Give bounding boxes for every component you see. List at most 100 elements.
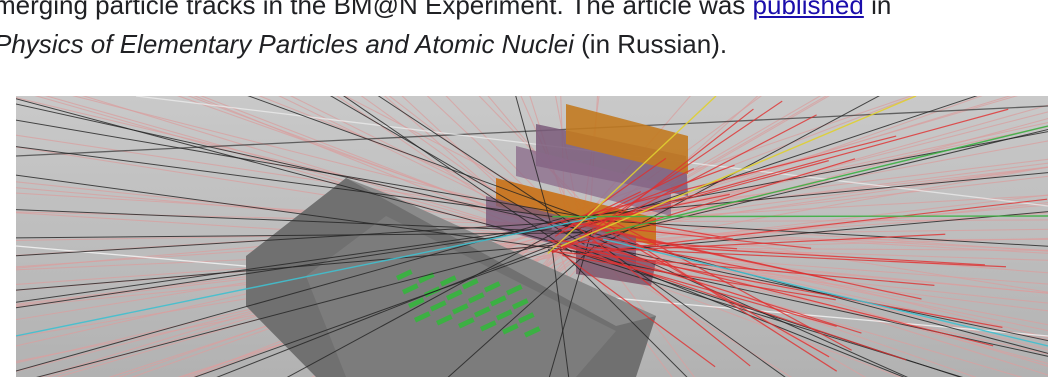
article-text-suffix: in	[863, 0, 892, 20]
particle-track	[587, 168, 695, 222]
silicon-module	[511, 298, 529, 310]
particle-track	[552, 131, 1048, 224]
particle-track	[447, 246, 595, 377]
particle-track	[589, 198, 1048, 253]
particle-track	[330, 96, 585, 245]
detector-station-orange-2	[496, 178, 656, 246]
particle-track	[552, 215, 1048, 218]
particle-track	[547, 96, 717, 254]
particle-track	[16, 228, 552, 309]
silicon-module	[417, 272, 435, 284]
particle-track	[585, 218, 830, 358]
silicon-module	[414, 311, 431, 323]
particle-track	[551, 114, 817, 254]
particle-track	[16, 134, 556, 217]
particle-track	[286, 222, 573, 377]
detector-station-orange-1	[566, 104, 688, 174]
particle-track	[580, 252, 837, 327]
particle-track	[599, 219, 1048, 252]
particle-track	[586, 219, 1048, 247]
particle-track	[572, 222, 751, 367]
particle-track	[36, 240, 559, 377]
particle-track	[589, 243, 1048, 342]
particle-track	[605, 125, 1048, 234]
particle-track	[551, 247, 570, 377]
particle-track	[549, 250, 935, 286]
silicon-module	[490, 295, 507, 307]
particle-track	[72, 96, 552, 218]
silicon-module	[452, 303, 469, 315]
particle-track	[16, 232, 594, 239]
particle-track	[16, 98, 552, 242]
particle-track	[16, 220, 588, 303]
published-link[interactable]: published	[752, 0, 864, 20]
silicon-module	[445, 289, 463, 301]
particle-track	[342, 96, 573, 253]
particle-track	[16, 146, 567, 234]
article-text: merging particle tracks in the BM@N Expe…	[0, 0, 1048, 64]
particle-track	[562, 254, 836, 301]
silicon-module	[496, 309, 513, 321]
article-language-note: (in Russian).	[573, 29, 728, 59]
article-line-1: merging particle tracks in the BM@N Expe…	[0, 0, 1048, 25]
particle-track	[576, 222, 837, 281]
particle-track	[515, 96, 551, 222]
particle-track	[547, 135, 897, 226]
silicon-module	[401, 283, 419, 295]
particle-tracks-front	[16, 96, 1048, 377]
detector-block-inner	[306, 216, 616, 377]
silicon-module	[505, 284, 523, 296]
particle-track	[16, 244, 552, 291]
particle-track	[551, 158, 856, 252]
particle-track	[591, 108, 754, 237]
journal-name: Physics of Elementary Particles and Atom…	[0, 29, 574, 59]
article-line-2: Physics of Elementary Particles and Atom…	[0, 25, 1048, 64]
particle-track	[587, 191, 642, 218]
particle-track	[216, 227, 597, 377]
particle-track	[602, 238, 1048, 347]
particle-track	[193, 248, 555, 377]
particle-track	[559, 251, 716, 368]
detector-visualization-svg	[16, 96, 1048, 377]
particle-track	[600, 204, 1048, 245]
particle-track	[16, 192, 561, 227]
particle-track	[16, 216, 598, 337]
particle-track	[16, 209, 596, 234]
silicon-module	[468, 292, 485, 304]
particle-track	[247, 96, 595, 222]
particle-track	[579, 248, 1048, 294]
particle-track	[574, 140, 1048, 229]
silicon-module	[461, 278, 479, 290]
particle-track	[603, 233, 946, 252]
silicon-module	[474, 306, 491, 318]
silicon-module	[407, 297, 425, 309]
silicon-module	[501, 323, 519, 335]
silicon-module	[440, 275, 457, 287]
silicon-tracker-modules	[396, 269, 541, 338]
particle-track	[16, 146, 554, 218]
silicon-module	[480, 320, 497, 332]
silicon-module	[430, 300, 447, 312]
silicon-module	[483, 281, 501, 293]
particle-track	[554, 157, 667, 237]
particle-track	[377, 96, 582, 231]
silicon-module	[518, 312, 535, 324]
particle-track	[605, 216, 734, 240]
particle-track	[580, 128, 1048, 243]
silicon-module	[524, 326, 541, 338]
particle-track	[560, 96, 917, 247]
particle-track	[547, 239, 985, 266]
article-text-prefix: merging particle tracks in the BM@N Expe…	[0, 0, 753, 20]
reference-line	[16, 105, 1048, 157]
silicon-module	[458, 317, 475, 329]
particle-track	[568, 246, 1003, 328]
particle-track	[16, 217, 563, 372]
particle-track	[594, 246, 994, 347]
particle-track	[16, 103, 575, 229]
detector-visualization-image	[16, 96, 1048, 377]
detector-block-top-face	[346, 178, 656, 326]
silicon-module	[436, 314, 453, 326]
particle-track	[16, 119, 596, 220]
particle-track	[16, 211, 552, 225]
particle-track	[560, 239, 862, 334]
